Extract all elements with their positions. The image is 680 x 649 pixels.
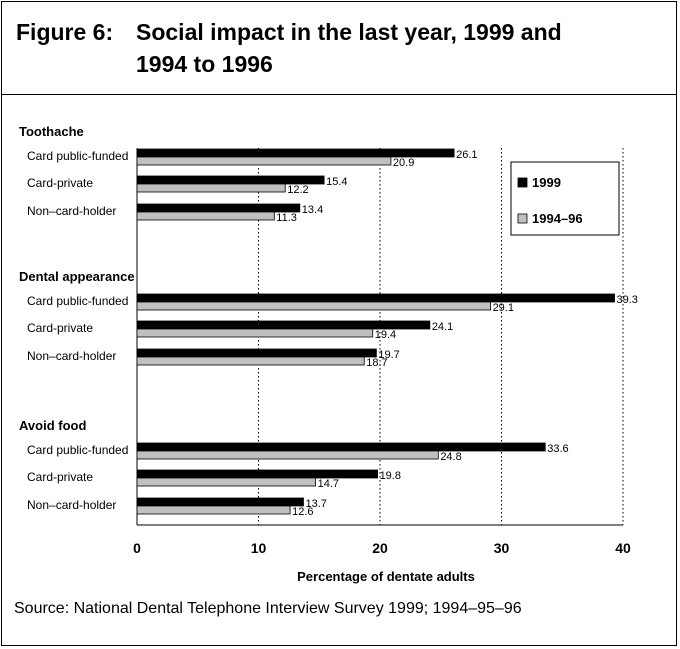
bar — [136, 505, 291, 515]
bar — [136, 211, 275, 221]
legend-label: 1994–96 — [532, 211, 583, 226]
legend-swatch — [517, 213, 528, 224]
bar — [136, 156, 392, 166]
bar — [136, 477, 317, 487]
bar — [136, 442, 546, 452]
figure-title-line-2: 1994 to 1996 — [136, 51, 273, 77]
x-tick-label: 40 — [615, 540, 631, 556]
x-tick-label: 10 — [251, 540, 267, 556]
group-heading: Dental appearance — [19, 269, 135, 284]
bar — [136, 183, 286, 193]
data-label: 14.7 — [318, 478, 339, 490]
category-label: Card public-funded — [27, 294, 128, 308]
data-label: 18.7 — [366, 357, 387, 369]
x-axis-title: Percentage of dentate adults — [297, 569, 475, 584]
data-label: 24.8 — [440, 451, 461, 463]
x-tick-label: 30 — [494, 540, 510, 556]
data-label: 19.4 — [375, 329, 396, 341]
legend-label: 1999 — [532, 175, 561, 190]
x-tick-label: 0 — [133, 540, 141, 556]
category-label: Card public-funded — [27, 443, 128, 457]
data-label: 29.1 — [493, 302, 514, 314]
category-label: Non–card-holder — [27, 204, 116, 218]
bar — [136, 301, 491, 311]
legend-box — [510, 161, 620, 236]
figure-title-line-1: Social impact in the last year, 1999 and — [136, 19, 562, 45]
bar — [136, 148, 455, 158]
category-label: Non–card-holder — [27, 349, 116, 363]
data-label: 24.1 — [432, 321, 453, 333]
bar — [136, 469, 378, 479]
data-label: 26.1 — [456, 149, 477, 161]
data-label: 12.6 — [292, 506, 313, 518]
data-label: 11.3 — [276, 212, 297, 224]
bar — [136, 450, 439, 460]
data-label: 19.8 — [380, 470, 401, 482]
bar — [136, 497, 304, 507]
data-label: 12.2 — [287, 184, 308, 196]
x-tick-label: 20 — [372, 540, 388, 556]
bar — [136, 356, 365, 366]
data-label: 13.4 — [302, 204, 323, 216]
bar — [136, 328, 374, 338]
data-label: 33.6 — [547, 443, 568, 455]
category-label: Card public-funded — [27, 149, 128, 163]
category-label: Card-private — [27, 176, 93, 190]
category-label: Card-private — [27, 470, 93, 484]
group-heading: Avoid food — [19, 418, 86, 433]
bar — [136, 293, 615, 303]
data-label: 19.7 — [378, 349, 399, 361]
bar — [136, 320, 431, 330]
data-label: 20.9 — [393, 157, 414, 169]
data-label: 13.7 — [305, 498, 326, 510]
data-label: 15.4 — [326, 176, 347, 188]
figure-label: Figure 6: — [16, 19, 114, 45]
data-label: 39.3 — [616, 294, 637, 306]
bar — [136, 203, 301, 213]
group-heading: Toothache — [19, 124, 84, 139]
source-note: Source: National Dental Telephone Interv… — [14, 600, 522, 617]
category-label: Non–card-holder — [27, 498, 116, 512]
legend-swatch — [517, 177, 528, 188]
figure-title-box: Figure 6: Social impact in the last year… — [2, 2, 676, 95]
bar — [136, 348, 377, 358]
bar — [136, 175, 325, 185]
category-label: Card-private — [27, 321, 93, 335]
